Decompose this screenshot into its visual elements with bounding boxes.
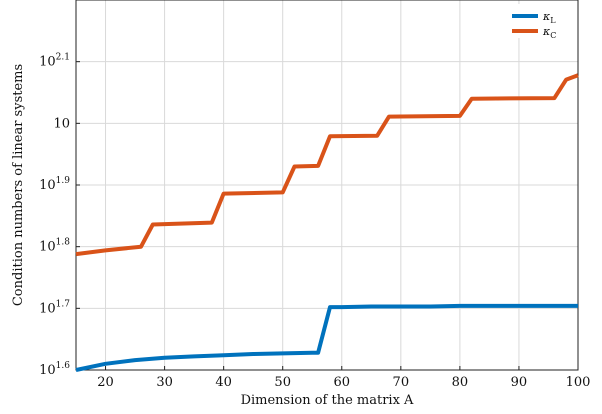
y-tick-base: 10 [39, 301, 56, 316]
y-tick-exponent: 1.6 [56, 361, 71, 371]
y-tick-label: 102.1 [39, 53, 70, 70]
legend-entry: κC [542, 25, 556, 40]
x-tick-label: 60 [333, 375, 350, 390]
x-tick-labels: 20 30 40 50 60 70 80 90 100 [97, 375, 590, 390]
y-tick-label: 101.8 [39, 238, 70, 255]
y-tick-base: 10 [39, 240, 56, 255]
legend-symbol: κ [542, 25, 551, 38]
x-tick-label: 20 [97, 375, 114, 390]
y-tick-exponent: 1.7 [56, 299, 71, 309]
x-tick-label: 30 [156, 375, 173, 390]
y-tick-exponent: 1.9 [56, 176, 71, 186]
legend-subscript: C [550, 31, 556, 40]
legend-entry: κL [542, 10, 556, 25]
y-tick-label: 101.6 [39, 361, 70, 378]
series-line-kappa-c [75, 73, 579, 257]
plot-frame [75, 0, 579, 371]
x-tick-label: 70 [393, 375, 410, 390]
x-tick-label: 40 [215, 375, 232, 390]
x-tick-label: 50 [274, 375, 291, 390]
legend-symbol: κ [542, 10, 551, 23]
y-tick-base: 10 [53, 116, 70, 131]
x-tick-label: 90 [511, 375, 528, 390]
series-lines [75, 73, 579, 372]
x-axis-label: Dimension of the matrix A [241, 393, 414, 408]
series-line-kappa-l [75, 303, 578, 372]
y-axis-label: Condition numbers of linear systems [11, 64, 26, 306]
y-tick-exponent: 2.1 [56, 53, 70, 63]
y-tick-label: 101.9 [39, 176, 70, 193]
x-tick-label: 80 [452, 375, 469, 390]
y-tick-base: 10 [39, 55, 56, 70]
y-tick-label: 101.7 [39, 299, 70, 316]
x-tick-label: 100 [566, 375, 591, 390]
y-tick-base: 10 [39, 178, 56, 193]
legend-subscript: L [550, 16, 556, 25]
y-tick-base: 10 [39, 363, 56, 378]
y-tick-label: 10 [53, 116, 70, 131]
y-tick-exponent: 1.8 [56, 238, 71, 248]
